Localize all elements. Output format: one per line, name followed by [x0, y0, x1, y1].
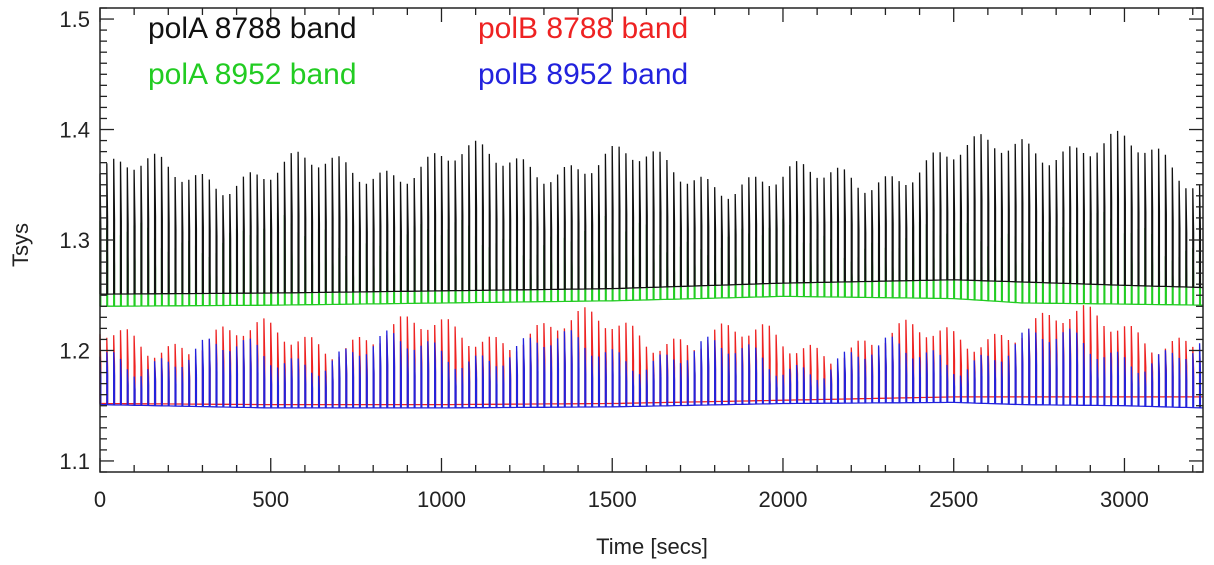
series-line-pola-8788-band [99, 130, 1204, 295]
legend: polA 8788 band polA 8952 band polB 8788 … [148, 12, 688, 91]
y-axis-label: Tsys [8, 223, 33, 267]
tick-labels-layer: 0 500 1000 1500 2000 2500 3000 1.1 1.2 1.3 1.4 1.5 [59, 7, 1149, 512]
legend-entry-pola-8952: polA 8952 band [148, 58, 357, 91]
legend-entry-polb-8952: polB 8952 band [478, 58, 688, 91]
x-axis-label: Time [secs] [596, 534, 708, 559]
series-line-polb-8788-band [99, 305, 1203, 406]
y-tick-label: 1.3 [59, 228, 90, 253]
x-tick-label: 1000 [417, 487, 466, 512]
x-tick-label: 2500 [929, 487, 978, 512]
x-tick-label: 2000 [758, 487, 807, 512]
ticks-layer [99, 7, 1203, 473]
series-line-polb-8952-band [99, 328, 1204, 409]
y-tick-label: 1.5 [59, 7, 90, 32]
y-tick-label: 1.1 [59, 449, 90, 474]
legend-entry-polb-8788: polB 8788 band [478, 12, 688, 45]
y-tick-label: 1.4 [59, 118, 90, 143]
x-tick-label: 500 [252, 487, 289, 512]
legend-entry-pola-8788: polA 8788 band [148, 12, 357, 45]
series-line-pola-8952-band [99, 211, 1204, 307]
y-tick-label: 1.2 [59, 338, 90, 363]
x-tick-label: 0 [94, 487, 106, 512]
x-tick-label: 1500 [588, 487, 637, 512]
series-layer [99, 130, 1204, 409]
x-tick-label: 3000 [1100, 487, 1149, 512]
